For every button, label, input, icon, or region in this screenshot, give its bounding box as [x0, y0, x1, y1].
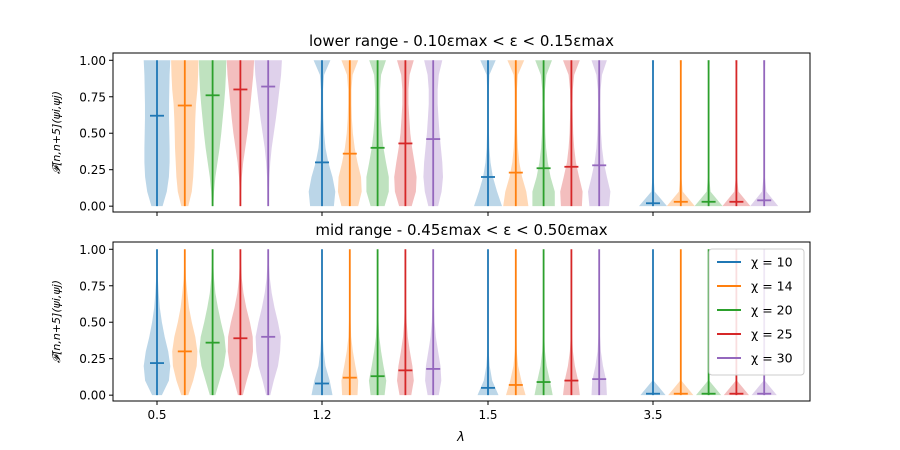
x-tick-label: 1.5 — [478, 408, 497, 422]
legend-label: χ = 20 — [751, 303, 793, 318]
y-tick-label: 0.00 — [79, 389, 106, 403]
y-tick-label: 1.00 — [79, 54, 106, 68]
y-axis-label: 𝓕[n,n+5](ψi,ψj) — [50, 91, 63, 174]
y-tick-label: 0.75 — [79, 90, 106, 104]
y-tick-label: 0.50 — [79, 316, 106, 330]
y-axis-label: 𝓕[n,n+5](ψi,ψj) — [50, 280, 63, 363]
x-axis-label: λ — [456, 430, 465, 445]
y-tick-label: 0.75 — [79, 279, 106, 293]
legend: χ = 10 χ = 14 χ = 20 χ = 25 χ = 30 — [708, 248, 805, 376]
x-tick-label: 1.2 — [312, 408, 331, 422]
axes-frame — [112, 52, 811, 213]
y-tick-label: 0.50 — [79, 127, 106, 141]
legend-box — [708, 248, 805, 376]
legend-label: χ = 30 — [751, 351, 793, 366]
panel-title: mid range - 0.45εmax < ε < 0.50εmax — [315, 221, 607, 239]
panel-lower-range: lower range - 0.10εmax < ε < 0.15εmax 0.0… — [50, 32, 811, 216]
panel-title: lower range - 0.10εmax < ε < 0.15εmax — [309, 32, 614, 50]
y-tick-label: 0.00 — [79, 200, 106, 214]
y-tick-label: 0.25 — [79, 163, 106, 177]
legend-label: χ = 25 — [751, 327, 793, 342]
axes-frame — [112, 241, 811, 402]
x-tick-label: 3.5 — [643, 408, 662, 422]
x-tick-label: 0.5 — [147, 408, 166, 422]
legend-label: χ = 10 — [751, 255, 793, 270]
x-axis: 0.5 1.2 1.5 3.5 — [147, 408, 662, 422]
y-tick-label: 1.00 — [79, 243, 106, 257]
legend-label: χ = 14 — [751, 279, 793, 294]
y-tick-label: 0.25 — [79, 352, 106, 366]
